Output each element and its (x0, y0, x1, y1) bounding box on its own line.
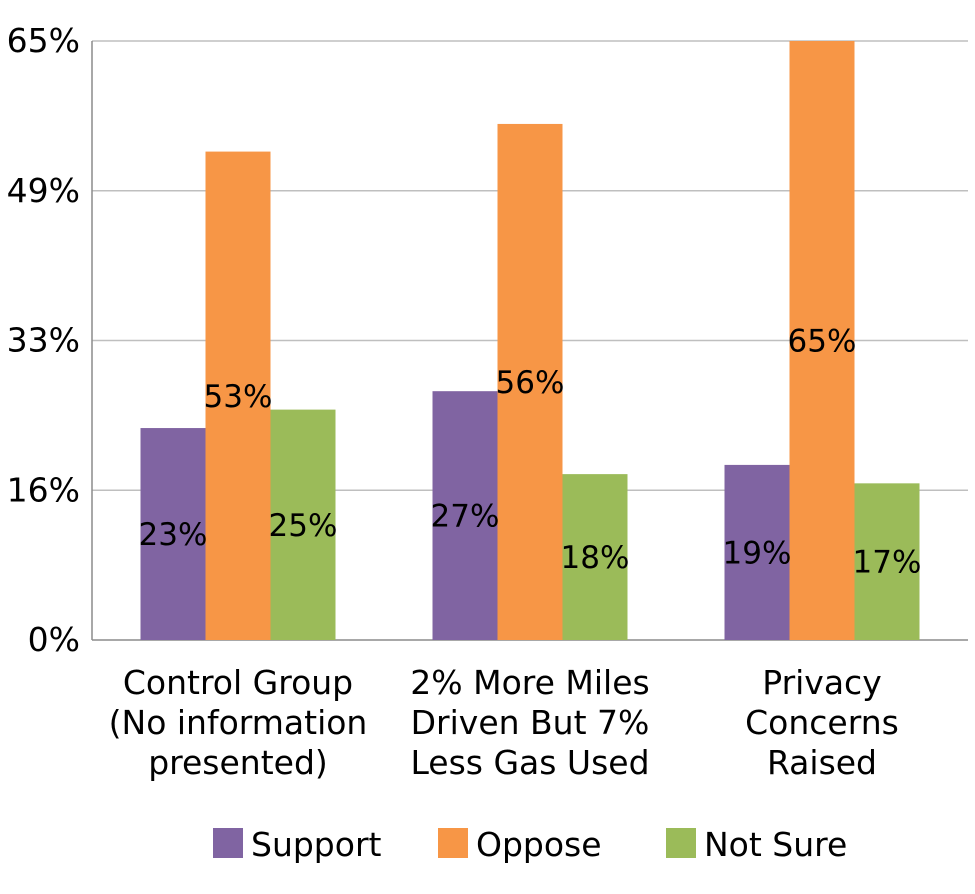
bar-oppose (497, 123, 563, 640)
x-category-label-line: Concerns (745, 703, 899, 742)
x-category-label-line: Driven But 7% (411, 703, 650, 742)
bar-not-sure (270, 409, 336, 640)
y-tick-label: 65% (7, 21, 80, 60)
x-category-label-line: Privacy (762, 663, 881, 702)
legend: Support Oppose Not Sure (213, 825, 847, 864)
data-label: 17% (853, 545, 922, 581)
bar-not-sure (562, 474, 628, 640)
data-label: 25% (269, 508, 338, 544)
legend-label: Support (251, 825, 382, 864)
x-category-label: 2% More Miles Driven But 7% Less Gas Used (410, 663, 649, 782)
legend-swatch-oppose (438, 828, 468, 858)
bar-oppose (205, 151, 271, 641)
bars (140, 41, 920, 641)
y-axis: 0% 16% 33% 49% 65% (7, 21, 93, 659)
data-labels: 23% 53% 25% 27% 56% 18% 19% 65% 17% (139, 324, 922, 581)
y-tick-label: 49% (7, 171, 80, 210)
data-label: 23% (139, 517, 208, 553)
x-category-label-line: (No information (109, 703, 368, 742)
data-label: 27% (431, 499, 500, 535)
legend-label: Oppose (476, 825, 602, 864)
data-label: 65% (788, 324, 857, 360)
x-axis-categories: Control Group (No information presented) 2%… (109, 663, 899, 782)
y-tick-label: 0% (28, 620, 80, 659)
x-category-label-line: Control Group (123, 663, 353, 702)
legend-swatch-not-sure (666, 828, 696, 858)
y-tick-label: 16% (7, 470, 80, 509)
data-label: 18% (561, 540, 630, 576)
bar-not-sure (854, 483, 920, 640)
x-category-label-line: Raised (767, 743, 877, 782)
bar-support (724, 464, 790, 640)
x-category-label: Control Group (No information presented) (109, 663, 368, 782)
x-category-label-line: 2% More Miles (410, 663, 649, 702)
bar-oppose (789, 41, 855, 640)
legend-label: Not Sure (704, 825, 847, 864)
legend-swatch-support (213, 828, 243, 858)
bar-support (140, 428, 206, 640)
data-label: 19% (723, 535, 792, 571)
x-category-label-line: Less Gas Used (410, 743, 649, 782)
x-category-label: Privacy Concerns Raised (745, 663, 899, 782)
x-category-label-line: presented) (148, 743, 328, 782)
data-label: 53% (204, 379, 273, 415)
bar-support (432, 391, 498, 640)
y-tick-label: 33% (7, 321, 80, 360)
data-label: 56% (496, 365, 565, 401)
